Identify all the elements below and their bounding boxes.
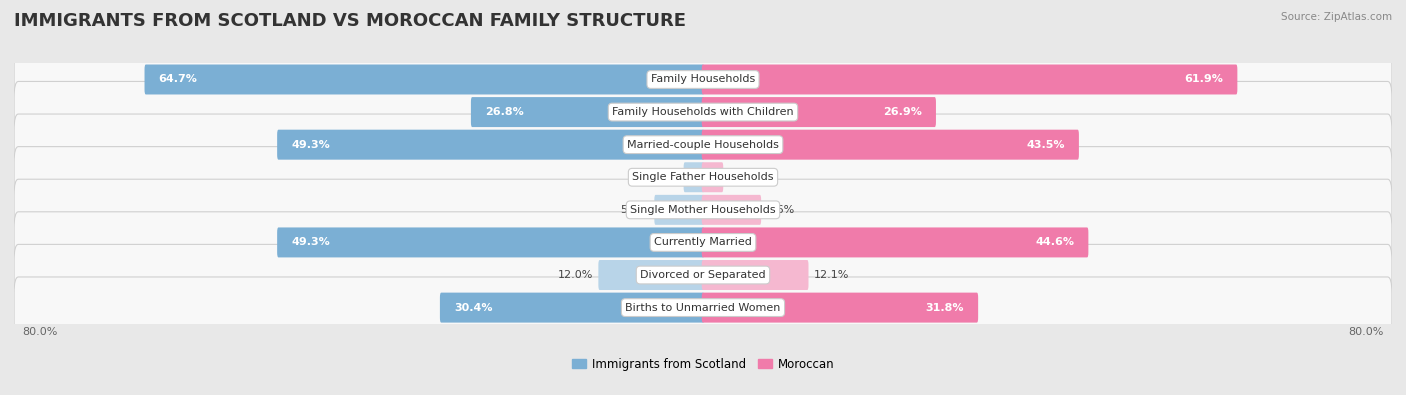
Text: 43.5%: 43.5% — [1026, 140, 1064, 150]
Text: Single Father Households: Single Father Households — [633, 172, 773, 182]
Text: 49.3%: 49.3% — [291, 140, 330, 150]
Text: Divorced or Separated: Divorced or Separated — [640, 270, 766, 280]
FancyBboxPatch shape — [683, 162, 704, 192]
Text: 5.5%: 5.5% — [620, 205, 648, 215]
Text: 31.8%: 31.8% — [925, 303, 965, 312]
FancyBboxPatch shape — [14, 277, 1392, 338]
FancyBboxPatch shape — [702, 97, 936, 127]
Text: Married-couple Households: Married-couple Households — [627, 140, 779, 150]
Text: 26.8%: 26.8% — [485, 107, 524, 117]
FancyBboxPatch shape — [599, 260, 704, 290]
Text: 2.1%: 2.1% — [650, 172, 678, 182]
Text: 6.6%: 6.6% — [766, 205, 794, 215]
FancyBboxPatch shape — [277, 130, 704, 160]
FancyBboxPatch shape — [702, 293, 979, 323]
Text: 80.0%: 80.0% — [1348, 327, 1384, 337]
Text: 44.6%: 44.6% — [1035, 237, 1074, 247]
FancyBboxPatch shape — [654, 195, 704, 225]
FancyBboxPatch shape — [145, 64, 704, 94]
FancyBboxPatch shape — [14, 81, 1392, 143]
FancyBboxPatch shape — [702, 195, 761, 225]
FancyBboxPatch shape — [702, 130, 1078, 160]
Text: Currently Married: Currently Married — [654, 237, 752, 247]
FancyBboxPatch shape — [277, 228, 704, 258]
FancyBboxPatch shape — [702, 162, 723, 192]
Text: 49.3%: 49.3% — [291, 237, 330, 247]
FancyBboxPatch shape — [14, 179, 1392, 241]
Text: Family Households with Children: Family Households with Children — [612, 107, 794, 117]
FancyBboxPatch shape — [702, 64, 1237, 94]
FancyBboxPatch shape — [471, 97, 704, 127]
Text: IMMIGRANTS FROM SCOTLAND VS MOROCCAN FAMILY STRUCTURE: IMMIGRANTS FROM SCOTLAND VS MOROCCAN FAM… — [14, 12, 686, 30]
Text: 2.2%: 2.2% — [728, 172, 758, 182]
Text: 30.4%: 30.4% — [454, 303, 492, 312]
FancyBboxPatch shape — [14, 49, 1392, 110]
Legend: Immigrants from Scotland, Moroccan: Immigrants from Scotland, Moroccan — [567, 353, 839, 375]
Text: 12.1%: 12.1% — [814, 270, 849, 280]
Text: 26.9%: 26.9% — [883, 107, 922, 117]
FancyBboxPatch shape — [14, 114, 1392, 175]
Text: 64.7%: 64.7% — [159, 75, 198, 85]
FancyBboxPatch shape — [440, 293, 704, 323]
FancyBboxPatch shape — [14, 212, 1392, 273]
FancyBboxPatch shape — [702, 260, 808, 290]
FancyBboxPatch shape — [14, 147, 1392, 208]
Text: Source: ZipAtlas.com: Source: ZipAtlas.com — [1281, 12, 1392, 22]
Text: 61.9%: 61.9% — [1184, 75, 1223, 85]
Text: Single Mother Households: Single Mother Households — [630, 205, 776, 215]
Text: Births to Unmarried Women: Births to Unmarried Women — [626, 303, 780, 312]
FancyBboxPatch shape — [702, 228, 1088, 258]
Text: Family Households: Family Households — [651, 75, 755, 85]
Text: 12.0%: 12.0% — [557, 270, 593, 280]
Text: 80.0%: 80.0% — [22, 327, 58, 337]
FancyBboxPatch shape — [14, 245, 1392, 306]
